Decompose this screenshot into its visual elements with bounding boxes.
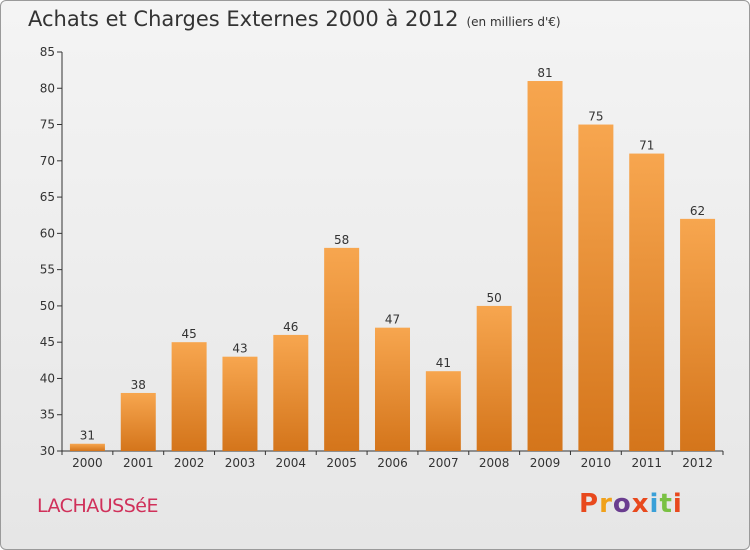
commune-name: LACHAUSSéE	[37, 495, 158, 517]
logo-letter: P	[579, 489, 600, 519]
bar-value-label: 81	[537, 66, 552, 80]
x-tick-label: 2000	[72, 456, 103, 470]
logo-letter: i	[649, 489, 660, 519]
y-tick-label: 85	[40, 45, 55, 59]
bar	[171, 342, 207, 451]
bar-value-label: 47	[385, 313, 400, 327]
y-tick-label: 70	[40, 154, 55, 168]
x-tick-label: 2010	[581, 456, 612, 470]
x-tick-label: 2002	[174, 456, 205, 470]
bar-value-label: 71	[639, 139, 654, 153]
x-tick-label: 2001	[123, 456, 154, 470]
bar	[324, 247, 360, 451]
axes: 30 35 40 45 50 55 60 65 70 75 80 85 2000 2001 2002 2003…	[40, 45, 724, 470]
y-tick-label: 75	[40, 118, 55, 132]
bar	[425, 371, 461, 451]
logo-letter: o	[612, 489, 632, 519]
bar	[69, 443, 105, 451]
logo-letter: x	[631, 489, 650, 519]
y-tick-label: 65	[40, 190, 55, 204]
bar	[120, 392, 156, 451]
chart-title: Achats et Charges Externes 2000 à 2012 (e…	[28, 7, 561, 31]
logo-letter: t	[659, 489, 673, 519]
bar-value-label: 41	[436, 356, 451, 370]
logo-letter: i	[672, 489, 683, 519]
x-tick-label: 2012	[682, 456, 713, 470]
x-tick-label: 2005	[326, 456, 357, 470]
y-tick-label: 55	[40, 263, 55, 277]
y-tick-label: 35	[40, 408, 55, 422]
bars: 31 38 45 43 46 58 47 41 50 81 75 71 62	[69, 66, 716, 451]
bar-value-label: 50	[487, 291, 502, 305]
y-tick-label: 40	[40, 371, 55, 385]
bar	[222, 356, 258, 451]
bar-value-label: 58	[334, 233, 349, 247]
bar-value-label: 38	[131, 378, 146, 392]
y-tick-label: 50	[40, 299, 55, 313]
y-tick-label: 60	[40, 226, 55, 240]
x-tick-label: 2011	[631, 456, 662, 470]
x-tick-label: 2004	[276, 456, 307, 470]
bar-value-label: 45	[181, 327, 196, 341]
y-tick-label: 80	[40, 81, 55, 95]
y-tick-label: 30	[40, 444, 55, 458]
bar	[629, 153, 665, 451]
x-tick-label: 2006	[377, 456, 408, 470]
chart-unit: (en milliers d'€)	[466, 15, 561, 29]
bar	[680, 218, 716, 451]
bar-value-label: 62	[690, 204, 705, 218]
x-tick-label: 2003	[225, 456, 256, 470]
proxiti-logo: Proxiti	[579, 489, 683, 519]
x-tick-label: 2009	[530, 456, 561, 470]
y-tick-label: 45	[40, 335, 55, 349]
bar-value-label: 46	[283, 320, 298, 334]
x-tick-label: 2008	[479, 456, 510, 470]
chart-title-text: Achats et Charges Externes 2000 à 2012	[28, 7, 459, 31]
bar	[375, 327, 410, 451]
bar	[476, 305, 512, 451]
bar-value-label: 43	[232, 342, 247, 356]
bar-value-label: 31	[80, 429, 95, 443]
x-tick-label: 2007	[428, 456, 459, 470]
bar	[578, 124, 614, 451]
bar	[273, 334, 309, 451]
bar-value-label: 75	[588, 110, 603, 124]
bar	[527, 81, 563, 451]
logo-letter: r	[599, 489, 613, 519]
